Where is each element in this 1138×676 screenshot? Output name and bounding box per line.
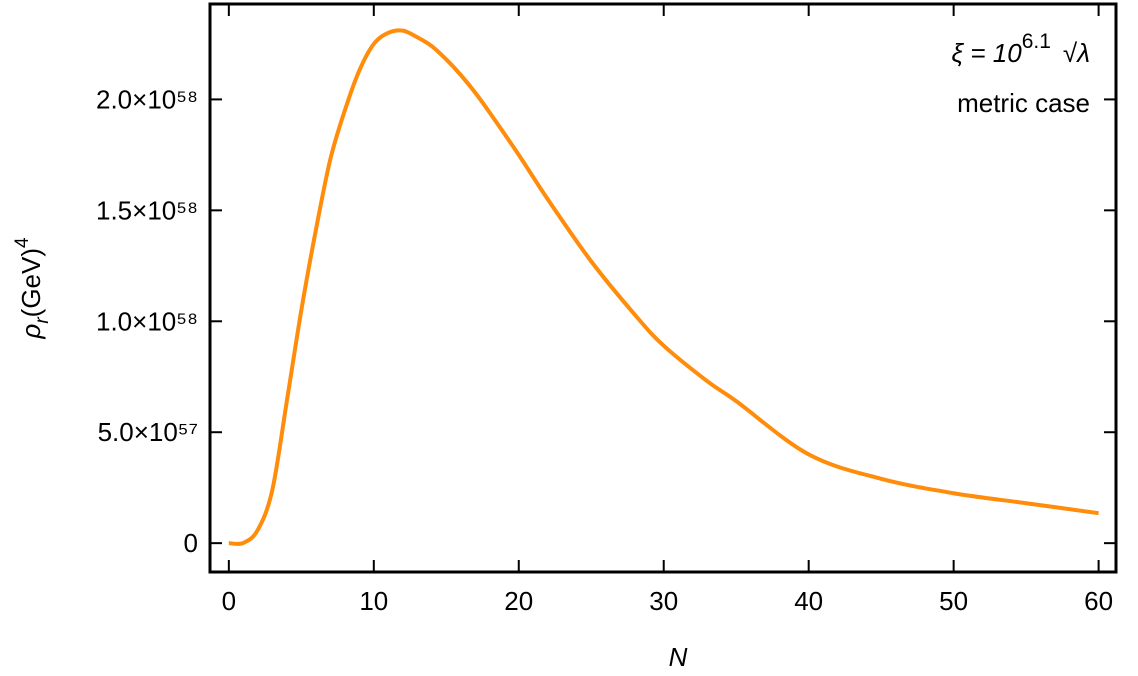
y-tick-label: 5.0×10⁵⁷ [98,417,198,447]
y-axis-label: ρr(GeV)4 [12,237,53,340]
x-tick-label: 50 [939,586,968,616]
x-axis-label: N [669,642,688,672]
annotation-line2: metric case [957,88,1090,118]
x-tick-label: 20 [504,586,533,616]
y-tick-label: 1.0×10⁵⁸ [96,306,198,336]
x-tick-label: 60 [1084,586,1113,616]
y-label-subscript: r [32,317,53,324]
y-label-symbol: ρ [16,324,46,340]
y-tick-label: 1.5×10⁵⁸ [96,195,198,225]
y-tick-label: 2.0×10⁵⁸ [96,84,198,114]
data-line [228,28,1099,546]
y-label-unit: (GeV) [16,248,46,317]
x-tick-label: 40 [794,586,823,616]
y-label-power: 4 [12,237,33,248]
annotation-base: ξ = 10 [952,38,1023,68]
y-tick-label: 0 [184,528,198,558]
annotation-tail: √λ [1063,38,1090,68]
annotation: ξ = 106.1 √λ [952,30,1090,68]
x-tick-label: 0 [222,586,236,616]
x-tick-label: 10 [359,586,388,616]
annotation-exponent: 6.1 [1022,30,1051,53]
x-tick-label: 30 [649,586,678,616]
